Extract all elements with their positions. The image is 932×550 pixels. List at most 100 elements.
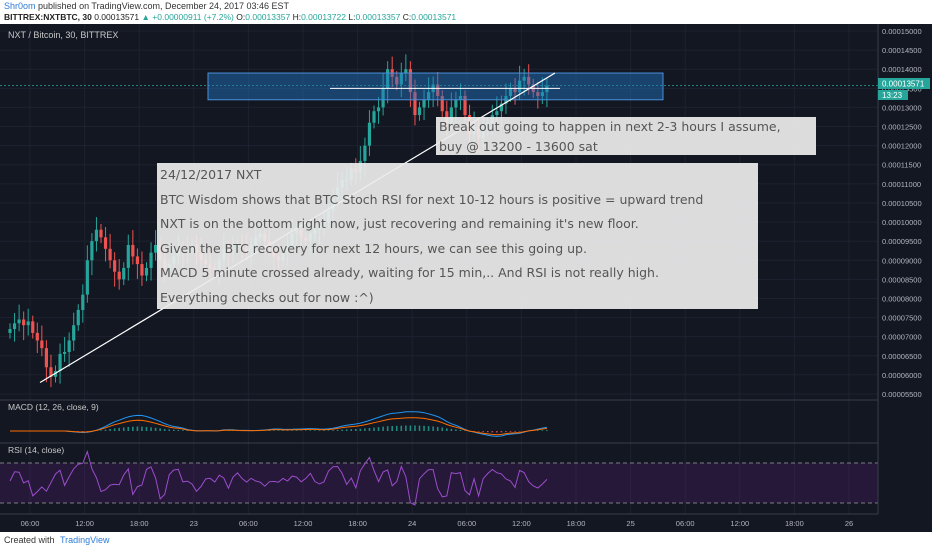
candle [545,85,549,93]
price-tick: 0.00010000 [882,218,922,227]
author-link[interactable]: Shr0om [4,1,36,11]
candle [63,351,67,354]
candle [436,84,440,96]
candle [149,252,153,268]
note-breakout[interactable]: Break out going to happen in next 2-3 ho… [436,117,816,155]
price-tick: 0.00007500 [882,314,922,323]
candle [458,95,463,100]
price-tick: 0.00012500 [882,123,922,132]
macd-pane[interactable]: 0.0000 [0,399,905,437]
note-line: Break out going to happen in next 2-3 ho… [439,119,781,134]
countdown-tag [878,90,908,100]
price-tick: 0.00014000 [882,65,922,74]
candle [44,348,48,368]
candle [463,95,467,116]
last-price-tag [878,78,930,89]
symbol-ohlc-line: BITTREX:NXTBTC, 30 0.00013571 ▲ +0.00000… [4,12,456,22]
candle [540,92,544,96]
candle [103,237,108,249]
candle [404,69,408,74]
price-tick: 0.00008500 [882,275,922,284]
publish-line: Shr0om published on TradingView.com, Dec… [4,1,289,11]
axis-background [878,24,932,532]
candle [113,260,117,272]
candle [17,319,21,324]
rsi-line [9,449,548,506]
rsi-label: RSI (14, close) [8,445,64,455]
time-tick: 12:00 [730,519,749,528]
candle [31,321,35,333]
time-tick: 25 [626,519,634,528]
candle [140,264,144,276]
time-tick: 18:00 [130,519,149,528]
time-tick: 18:00 [567,519,586,528]
candle [76,309,80,326]
price-tick: 0.00015000 [882,27,922,36]
time-tick: 24 [408,519,416,528]
candle [381,88,385,108]
candle [386,69,390,89]
candle [536,92,540,96]
candle [445,111,449,123]
candle [518,80,522,93]
note-line: 24/12/2017 NXT [160,167,262,182]
time-tick: 23 [190,519,198,528]
price-tick: 0.00006000 [882,371,922,380]
candle [94,229,99,242]
candle [454,99,458,108]
candle [81,294,85,310]
note-analysis[interactable]: 24/12/2017 NXT BTC Wisdom shows that BTC… [157,163,758,309]
candle [527,76,531,85]
publish-header: Shr0om published on TradingView.com, Dec… [0,0,932,24]
candle [117,271,121,280]
candle [22,319,26,326]
candle [8,329,12,333]
candle [367,122,372,146]
low-label: L: [348,12,356,22]
tradingview-brand[interactable]: TradingView [60,535,110,545]
high-value: 0.00013722 [301,12,346,22]
candle [131,244,135,257]
time-tick: 06:00 [239,519,258,528]
time-tick: 26 [845,519,853,528]
candle [372,111,376,123]
time-tick: 18:00 [785,519,804,528]
candle [122,267,126,280]
time-tick: 18:00 [348,519,367,528]
candle [35,332,39,341]
candle [399,73,403,85]
price-tick: 0.00010500 [882,199,922,208]
resistance-zone [207,72,664,101]
candle [449,107,453,123]
candle [12,323,17,330]
candle [440,95,444,112]
price-tick: 0.00007000 [882,333,922,342]
time-axis[interactable]: 06:00 12:00 18:00 23 06:00 12:00 18:00 24 06:00 1… [0,513,878,528]
price-tick: 0.00008000 [882,294,922,303]
time-tick: 06:00 [676,519,695,528]
candle [363,145,367,161]
candle [58,353,62,372]
note-line: NXT is on the bottom right now, just rec… [160,216,639,231]
countdown-tag-text: 13:23 [882,91,903,100]
candle [126,244,130,268]
footer: Created with TradingView [0,532,932,550]
candle [376,107,381,112]
candle [422,99,426,108]
created-with-text: Created with [4,535,55,545]
note-line: buy @ 13200 - 13600 sat [439,139,598,154]
candle [72,325,76,341]
rsi-band [0,463,878,503]
price-tick: 0.00005500 [882,390,922,399]
price-axis[interactable]: 0.000150000.000145000.000140000.00013500… [877,24,932,532]
candle [49,367,53,377]
chart-title: NXT / Bitcoin, 30, BITTREX [8,30,118,40]
price-tick: 0.00006500 [882,352,922,361]
candle [108,248,112,261]
macd-label: MACD (12, 26, close, 9) [8,402,99,412]
time-tick: 06:00 [21,519,40,528]
price-tick: 0.00009500 [882,237,922,246]
rsi-pane[interactable]: 80.000060.000040.0000 [0,442,909,506]
note-line: Everything checks out for now :^) [160,289,374,305]
price-tick: 0.00013000 [882,103,922,112]
